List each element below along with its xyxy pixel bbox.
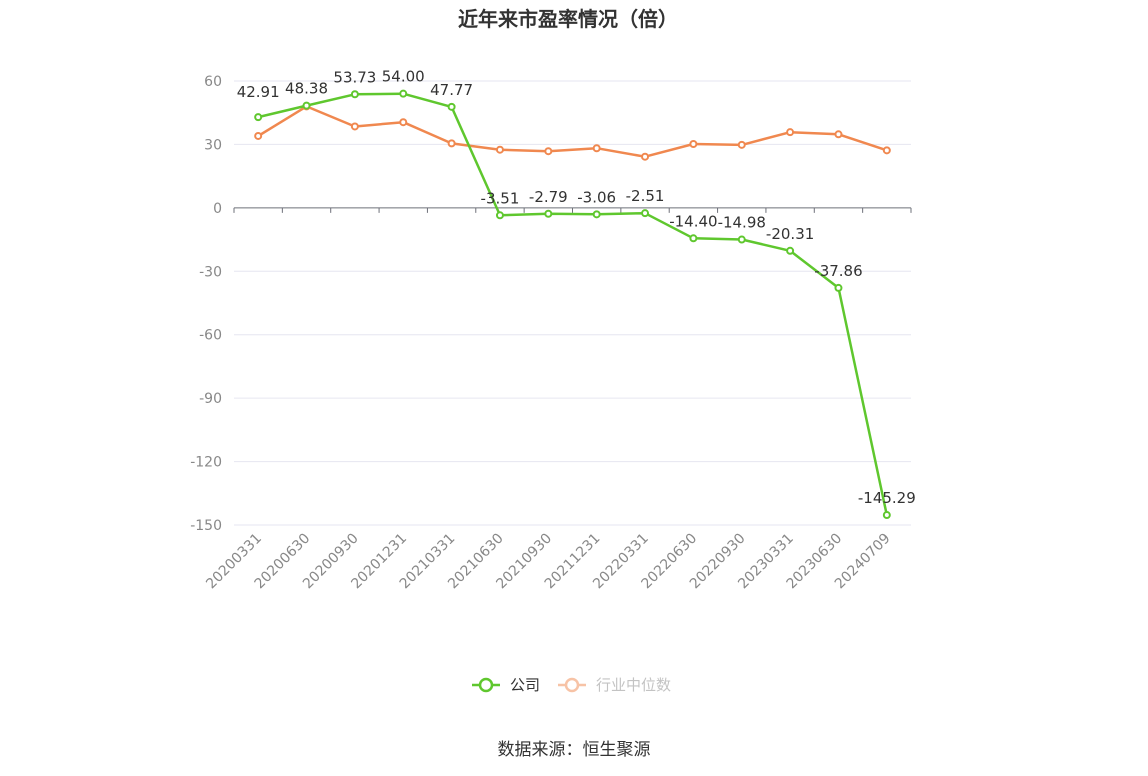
- y-tick-label: 0: [213, 201, 222, 217]
- data-point[interactable]: [641, 209, 650, 218]
- data-point[interactable]: [495, 145, 504, 154]
- legend-swatch-marker: [478, 677, 494, 693]
- data-point[interactable]: [544, 147, 553, 156]
- y-tick-label: -30: [199, 264, 222, 280]
- data-point[interactable]: [786, 246, 795, 255]
- y-tick-label: -120: [190, 455, 222, 471]
- source-note: 数据来源：恒生聚源: [498, 740, 651, 760]
- data-label: 53.73: [333, 68, 376, 86]
- data-point[interactable]: [834, 130, 843, 139]
- legend-label: 行业中位数: [596, 676, 671, 694]
- x-axis: 2020033120200630202009302020123120210331…: [203, 207, 912, 592]
- series-line-0: [257, 92, 889, 516]
- data-point[interactable]: [399, 118, 408, 127]
- y-tick-label: -60: [199, 328, 222, 344]
- data-point[interactable]: [399, 89, 408, 98]
- y-tick-label: 30: [204, 137, 222, 153]
- data-label: 48.38: [285, 80, 328, 98]
- series: [254, 89, 891, 520]
- legend-swatch-marker: [564, 677, 580, 693]
- data-label: -3.51: [481, 189, 520, 207]
- data-point[interactable]: [302, 101, 311, 110]
- data-label: -3.06: [577, 188, 616, 206]
- y-tick-label: 60: [204, 74, 222, 90]
- data-label: -2.79: [529, 188, 568, 206]
- data-point[interactable]: [254, 131, 263, 140]
- data-label: -20.31: [766, 225, 814, 243]
- y-tick-label: -90: [199, 391, 222, 407]
- data-label: -145.29: [858, 489, 916, 507]
- data-label: 42.91: [237, 83, 280, 101]
- data-point[interactable]: [786, 128, 795, 137]
- data-point[interactable]: [737, 140, 746, 149]
- data-point[interactable]: [350, 90, 359, 99]
- legend-item-1[interactable]: 行业中位数: [558, 676, 671, 694]
- data-point[interactable]: [447, 139, 456, 148]
- grid: [234, 80, 911, 526]
- legend-item-0[interactable]: 公司: [472, 676, 540, 694]
- data-point[interactable]: [834, 283, 843, 292]
- data-label: 47.77: [430, 81, 473, 99]
- data-labels: 42.91 48.38 53.73 54.00 47.77 -3.51 -2.79 -3.06…: [237, 68, 916, 507]
- chart-title: 近年来市盈率情况（倍）: [458, 7, 678, 31]
- data-label: -2.51: [626, 187, 665, 205]
- legend-label: 公司: [510, 676, 540, 694]
- data-point[interactable]: [882, 511, 891, 520]
- data-label: 54.00: [382, 68, 425, 86]
- data-point[interactable]: [544, 209, 553, 218]
- legend[interactable]: 公司 行业中位数: [472, 676, 671, 694]
- data-point[interactable]: [882, 146, 891, 155]
- y-axis: 60 30 0 -30 -60 -90 -120 -150: [190, 74, 222, 534]
- data-point[interactable]: [592, 210, 601, 219]
- data-point[interactable]: [737, 235, 746, 244]
- data-point[interactable]: [447, 102, 456, 111]
- data-label: -37.86: [814, 262, 862, 280]
- data-label: -14.98: [718, 214, 766, 232]
- y-tick-label: -150: [190, 518, 222, 534]
- data-point[interactable]: [689, 234, 698, 243]
- data-point[interactable]: [495, 211, 504, 220]
- data-point[interactable]: [689, 140, 698, 149]
- data-label: -14.40: [669, 212, 717, 230]
- data-point[interactable]: [254, 113, 263, 122]
- data-point[interactable]: [641, 152, 650, 161]
- data-point[interactable]: [592, 144, 601, 153]
- data-point[interactable]: [350, 122, 359, 131]
- series-line-1: [257, 105, 888, 158]
